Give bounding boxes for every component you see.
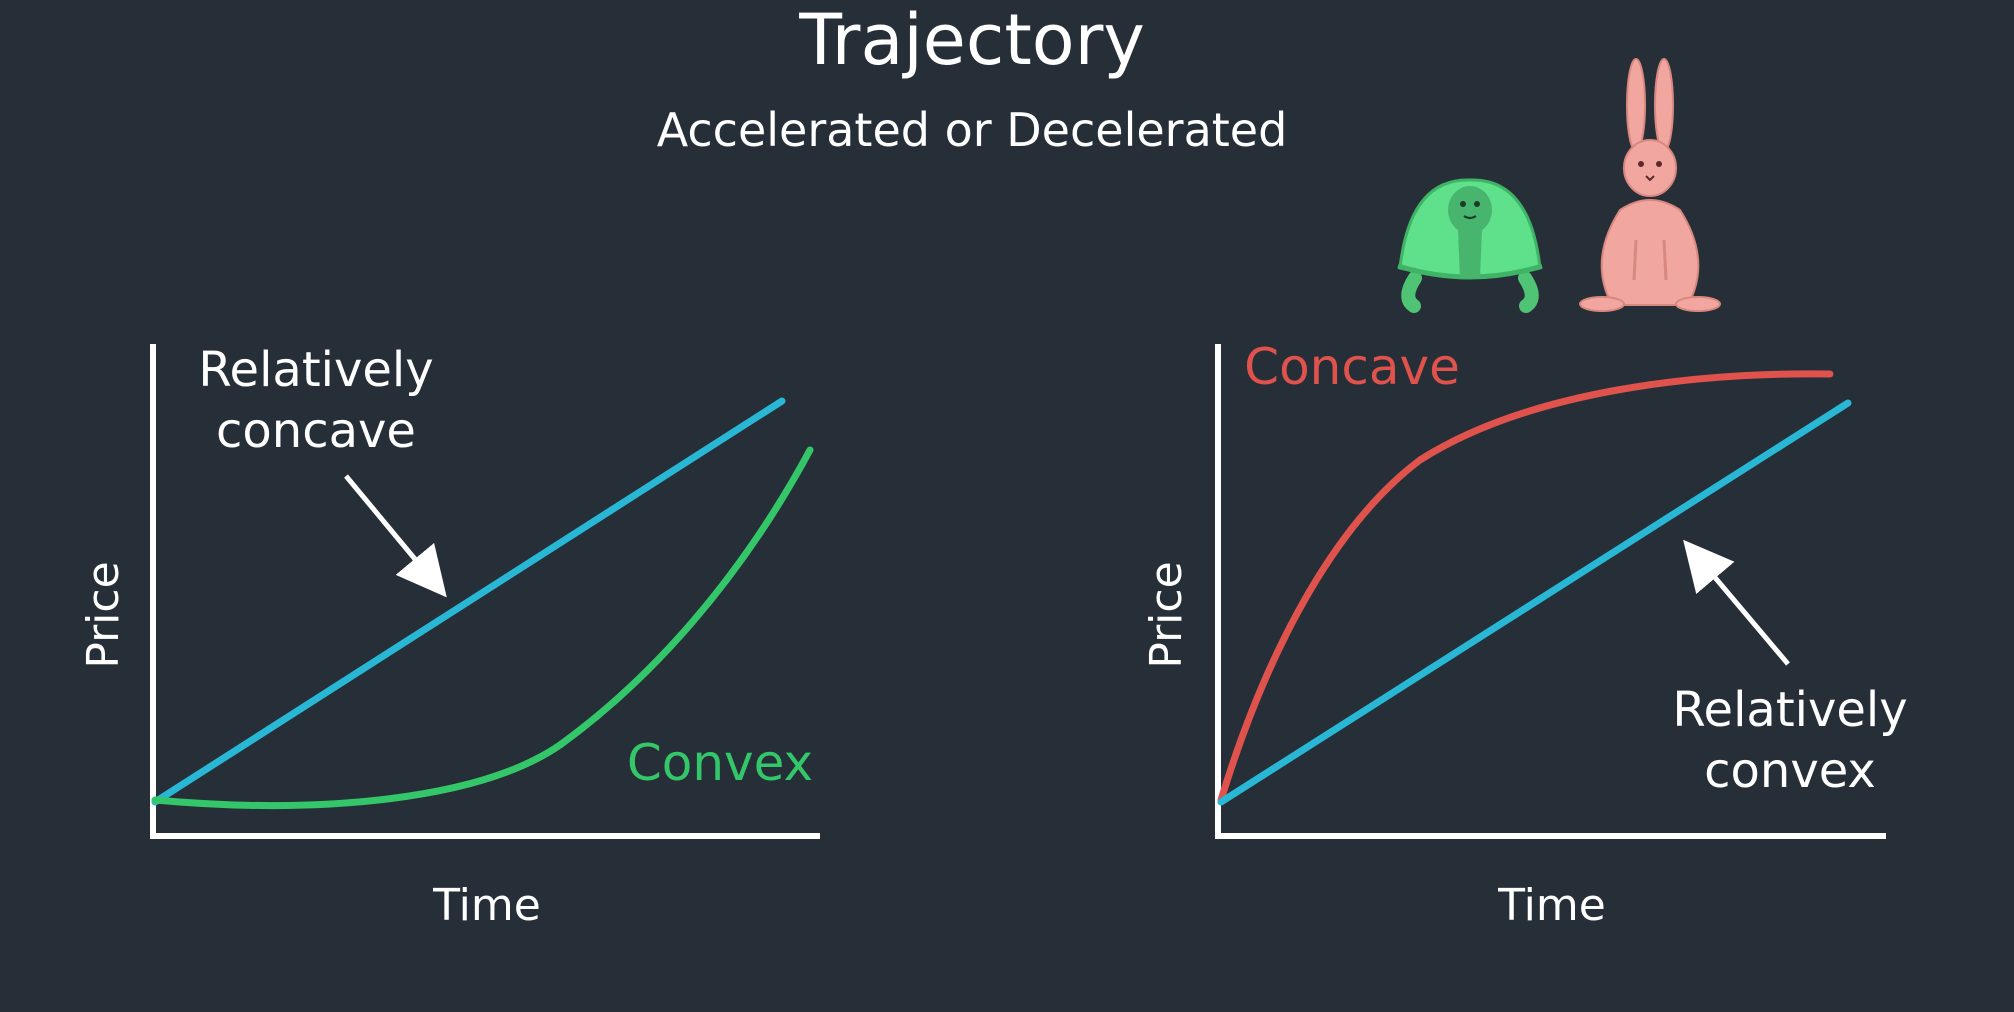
right-annotation-arrow [1683,539,1790,666]
right-linear-line [1217,399,1852,806]
right-annotation-line1: Relatively [1672,682,1907,738]
turtle-icon [1397,178,1543,313]
right-y-axis-label: Price [1141,561,1192,668]
left-convex-curve [151,446,814,809]
right-annotation-line2: convex [1704,743,1876,799]
left-annotation-line2: concave [216,403,416,459]
right-curve-label: Concave [1244,338,1460,396]
right-panel: Price Time Concave Relatively convex [1141,338,1908,931]
left-x-axis-label: Time [432,880,541,931]
rabbit-icon [1579,58,1721,312]
left-annotation-arrow [344,474,447,598]
right-concave-curve [1217,370,1834,804]
right-axes [1215,344,1886,839]
left-panel: Price Time Relatively concave Convex [78,342,820,931]
left-annotation-line1: Relatively [198,342,433,398]
page-title: Trajectory [798,0,1145,81]
left-axes [150,344,820,839]
right-x-axis-label: Time [1497,880,1606,931]
page-subtitle: Accelerated or Decelerated [657,103,1288,157]
left-y-axis-label: Price [78,561,129,668]
left-curve-label: Convex [627,734,813,792]
left-linear-line [151,397,786,806]
